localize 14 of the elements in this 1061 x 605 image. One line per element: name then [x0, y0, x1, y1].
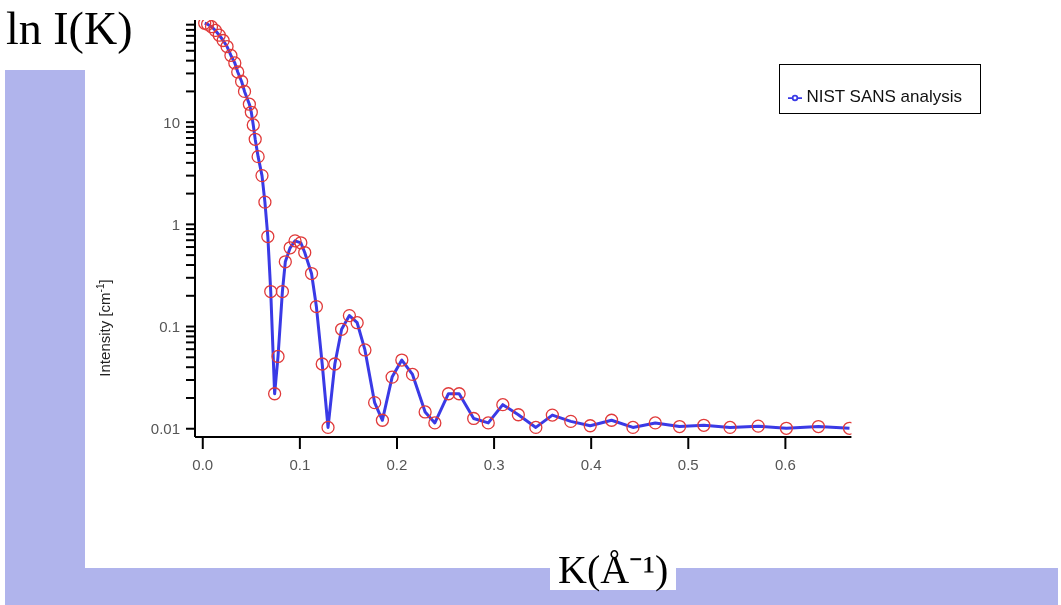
- x-tick-label: 0.4: [580, 455, 602, 473]
- x-tick-label: 0.0: [192, 455, 214, 473]
- x-tick-label: 0.3: [483, 455, 505, 473]
- x-tick-label: 0.2: [386, 455, 408, 473]
- x-axis-title: K(Å⁻¹): [550, 547, 677, 592]
- x-tick-label: 0.1: [289, 455, 311, 473]
- legend-label: NIST SANS analysis: [806, 87, 962, 106]
- text: ln I(K): [0, 0, 139, 57]
- y-tick-label: 10: [163, 113, 180, 131]
- y-tick-label: 1: [171, 215, 180, 233]
- x-tick-label: 0.6: [774, 455, 796, 473]
- y-tick-label: 0.01: [150, 420, 180, 438]
- x-tick-label: 0.5: [677, 455, 699, 473]
- y-tick-label: 0.1: [159, 317, 180, 335]
